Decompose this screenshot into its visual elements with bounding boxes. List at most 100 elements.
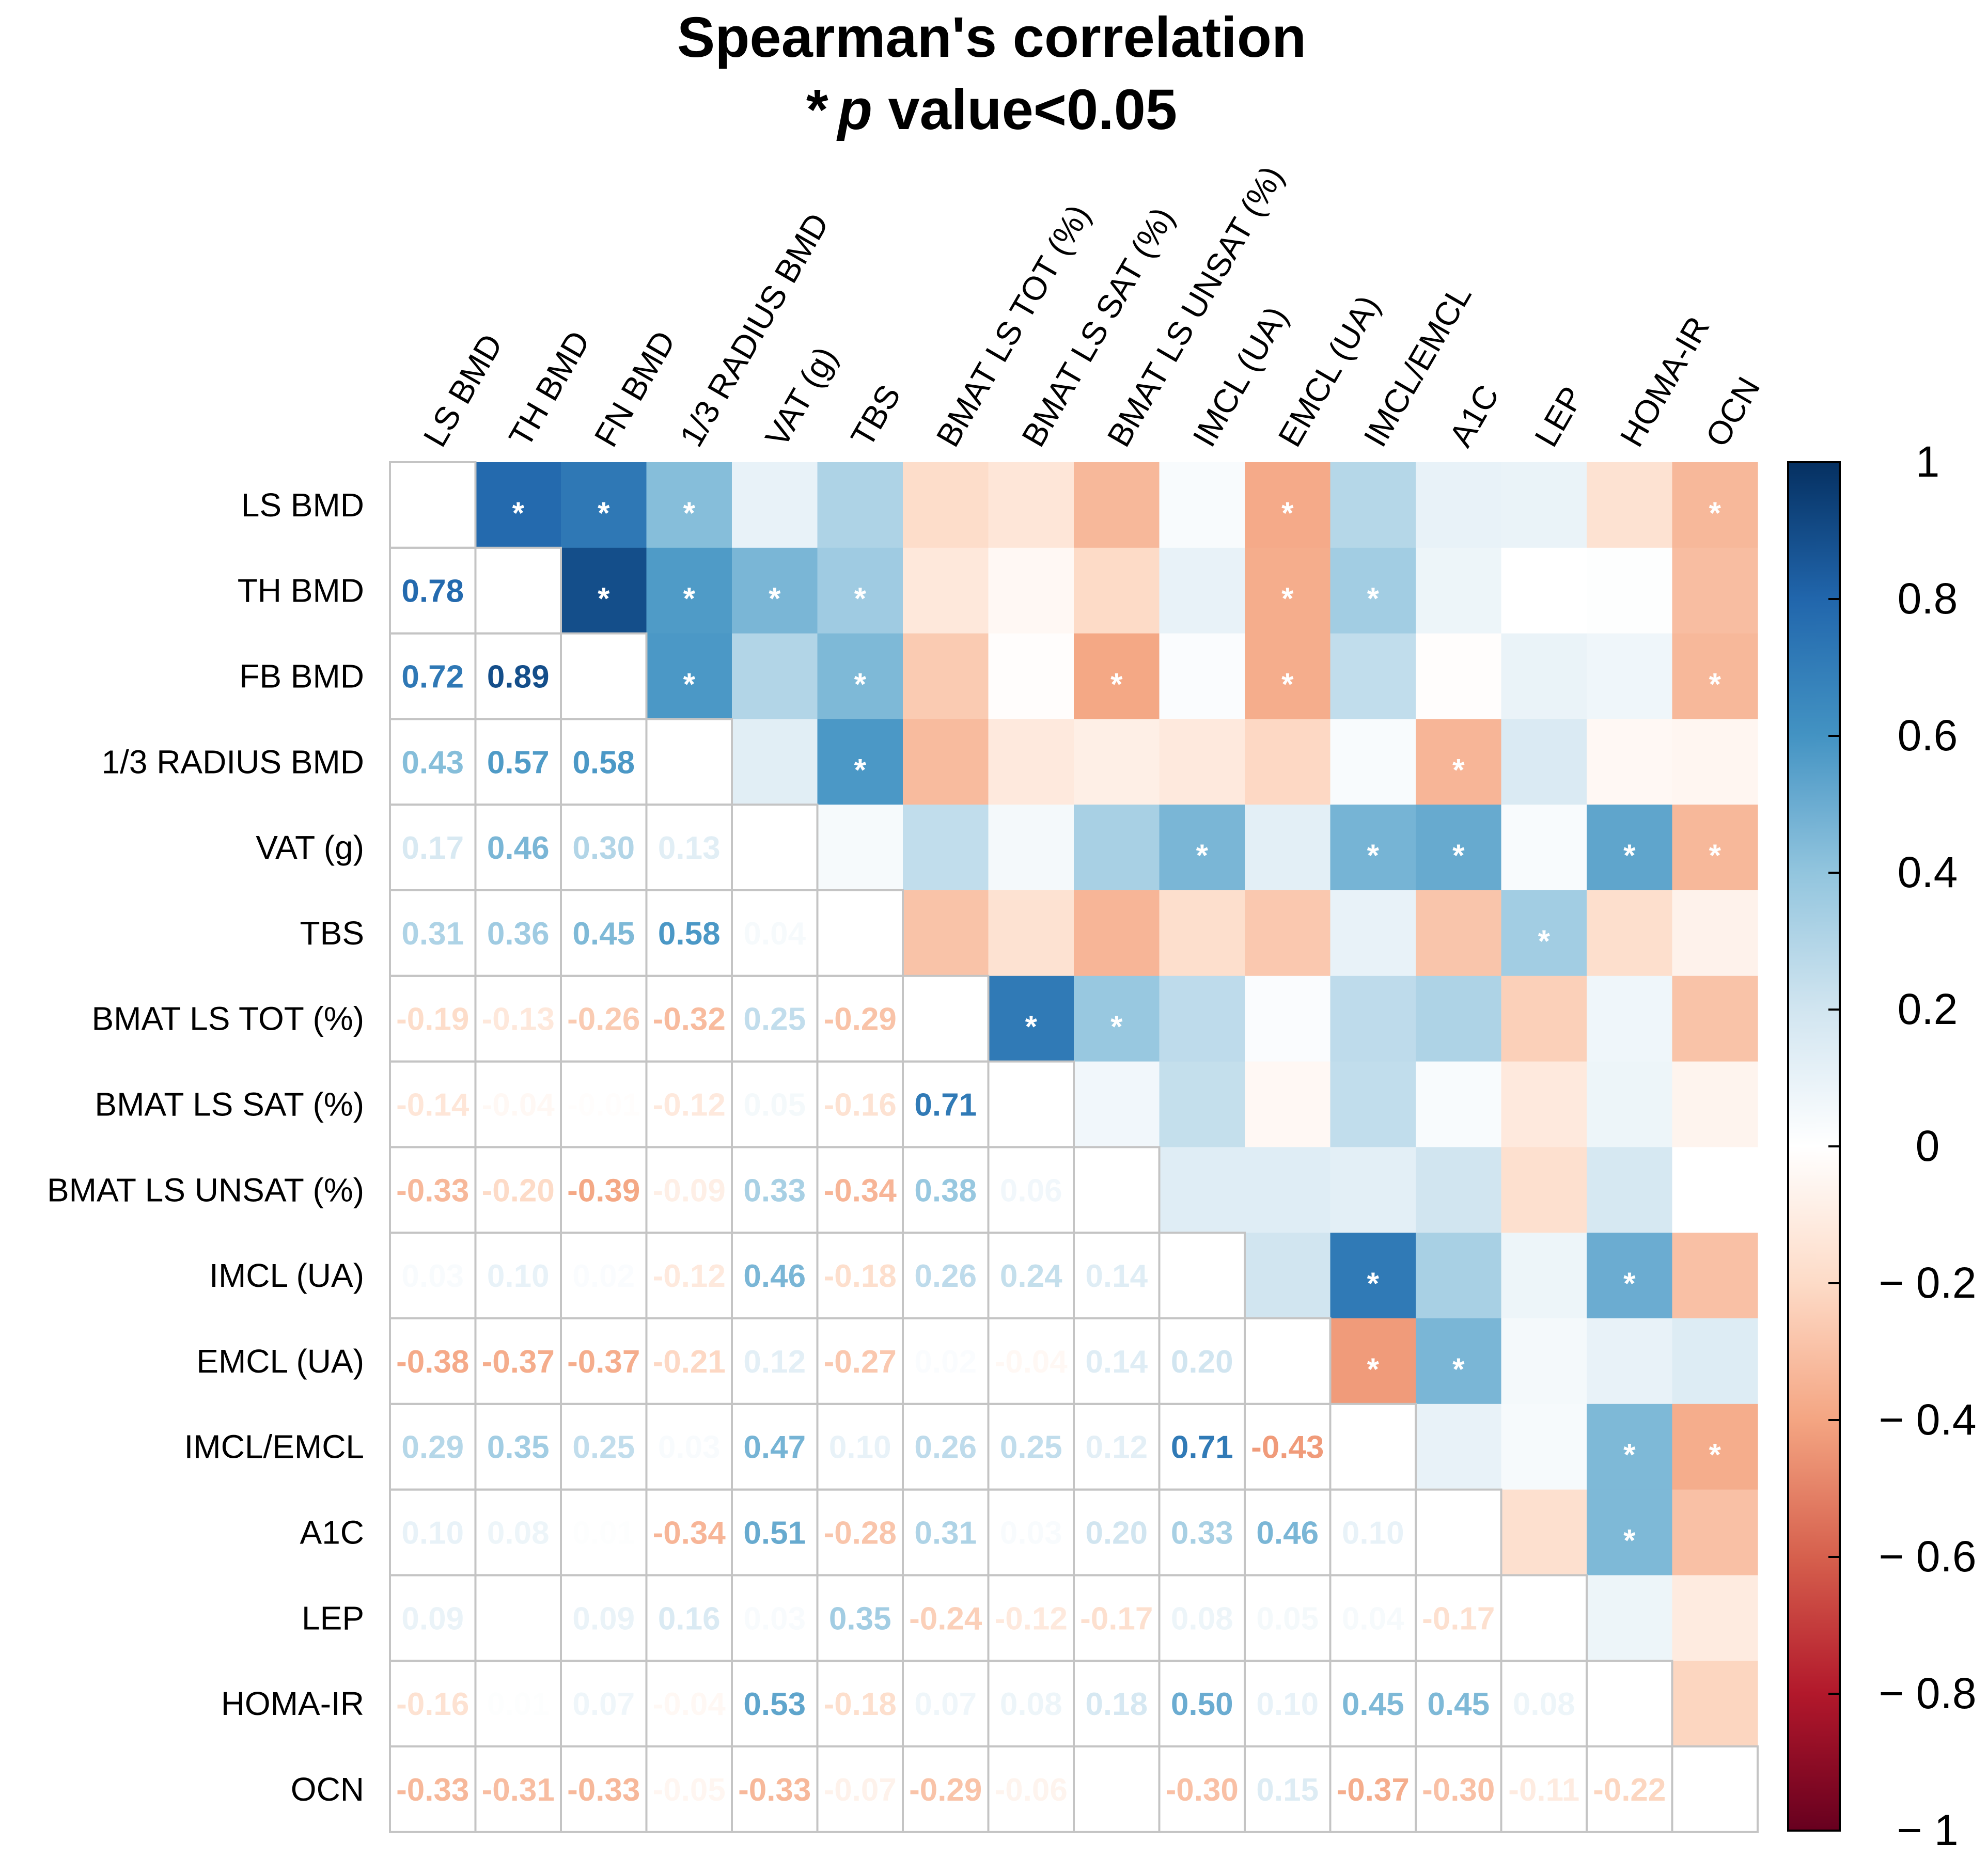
coefficient-label: 0.57 [487,745,550,780]
coefficient-label: 0.43 [401,745,464,780]
coefficient-label: -0.43 [1251,1430,1324,1466]
heatmap-tile [1330,890,1416,976]
row-label: BMAT LS SAT (%) [95,1086,364,1123]
coefficient-label: 0.33 [743,1173,806,1208]
row-label: IMCL (UA) [209,1257,364,1294]
coefficient-label: 0.00 [487,1601,550,1636]
grid-cell [1158,1232,1246,1319]
row-label: BMAT LS UNSAT (%) [47,1171,364,1208]
heatmap-tile [1672,1318,1758,1405]
heatmap-tile [1672,1489,1758,1576]
heatmap-tile [1074,975,1160,1062]
significance-star: * [1452,838,1465,873]
colorbar: 1 0.8 0.6 0.4 0.2 0 − 0.2 − 0.4 − 0.6 − 0.8 − 1 [1787,437,1977,1854]
coefficient-label: 0.72 [401,659,464,695]
significance-star: * [1623,1438,1636,1472]
significance-star: * [1623,838,1636,873]
row-labels: LS BMD TH BMD FB BMD 1/3 RADIUS BMD VAT (g) T… [47,486,364,1808]
coefficient-label: 0.51 [743,1516,806,1551]
coefficient-label: 0.15 [1256,1772,1319,1808]
heatmap-tile [1245,633,1331,719]
heatmap-tile [1672,805,1758,891]
row-label: TBS [300,915,364,952]
heatmap-tile [1074,1061,1160,1147]
heatmap-tile [817,633,903,719]
coefficient-label: -0.37 [567,1344,640,1380]
heatmap-tile [988,975,1074,1062]
coefficient-label: 0.25 [572,1430,635,1466]
column-label: LS BMD [416,328,510,453]
heatmap-tile [1672,890,1758,976]
coefficient-label: 0.14 [1085,1344,1148,1380]
significance-star: * [1110,667,1123,702]
coefficient-label: -0.05 [653,1772,726,1808]
significance-star: * [1025,1010,1038,1044]
heatmap-tile [1501,1233,1587,1319]
significance-star: * [598,581,610,616]
heatmap-tile [1159,719,1245,805]
heatmap-tile [1416,890,1502,976]
coefficient-label: -0.17 [1422,1601,1495,1636]
coefficient-label: 0.12 [1085,1430,1148,1466]
column-label: BMAT LS SAT (%) [1014,201,1181,453]
heatmap-tile [817,547,903,634]
lower-triangle-labels: 0.78 0.72 0.89 0.43 0.57 0.58 0.17 0.46 0.30 0.13… [396,574,1666,1808]
heatmap-tile [1074,633,1160,719]
heatmap-tile [1416,719,1502,805]
heatmap-tile [1672,975,1758,1062]
heatmap-tile [1245,719,1331,805]
heatmap-tile [1416,1233,1502,1319]
coefficient-label: 0.20 [1171,1344,1233,1380]
heatmap-tile [817,719,903,805]
significance-star: * [854,667,867,702]
heatmap-tile [1587,890,1673,976]
coefficient-label: -0.01 [567,1088,640,1123]
heatmap-tile [903,462,989,548]
coefficient-label: 0.78 [401,574,464,609]
coefficient-label: 0.08 [1513,1687,1575,1722]
coefficient-label: 0.06 [1000,1173,1062,1208]
title-star: * [806,78,828,141]
heatmap-tile [1501,462,1587,548]
significance-star: * [683,581,696,616]
coefficient-label: -0.37 [1337,1772,1410,1808]
heatmap-tile [1416,1061,1502,1147]
heatmap-tile [1245,1061,1331,1147]
heatmap-tile [1074,890,1160,976]
coefficient-label: -0.33 [567,1772,640,1808]
heatmap-tile [1416,633,1502,719]
row-label: OCN [291,1771,364,1808]
heatmap-tile [1245,805,1331,891]
significance-star: * [1452,752,1465,787]
grid-cell [731,804,819,891]
chart-title-line2: * p value<0.05 [806,78,1177,141]
heatmap-tile [817,805,903,891]
coefficient-label: -0.22 [1593,1772,1666,1808]
heatmap-tile [1672,547,1758,634]
coefficient-label: 0.02 [914,1344,977,1380]
coefficient-label: -0.26 [567,1002,640,1037]
heatmap-tile [1587,1404,1673,1490]
coefficient-label: -0.38 [396,1344,469,1380]
significance-star: * [854,581,867,616]
heatmap-tile [1501,1318,1587,1405]
grid-cell [1073,1146,1161,1234]
heatmap-tile [1501,1404,1587,1490]
colorbar-tick-label: − 1 [1897,1806,1958,1854]
heatmap-tile [903,633,989,719]
heatmap-tile [1074,547,1160,634]
coefficient-label: 0.45 [572,916,635,952]
heatmap-tile [1159,890,1245,976]
heatmap-tile [903,890,989,976]
coefficient-label: -0.04 [995,1344,1068,1380]
grid-cell [987,1060,1075,1148]
coefficient-label: 0.03 [658,1430,721,1466]
coefficient-label: -0.20 [482,1173,555,1208]
significance-star: * [1709,838,1721,873]
heatmap-tile [1159,633,1245,719]
coefficient-label: -0.33 [396,1173,469,1208]
colorbar-tick-label: 0.8 [1898,574,1958,623]
coefficient-label: 0.01 [572,1516,635,1551]
